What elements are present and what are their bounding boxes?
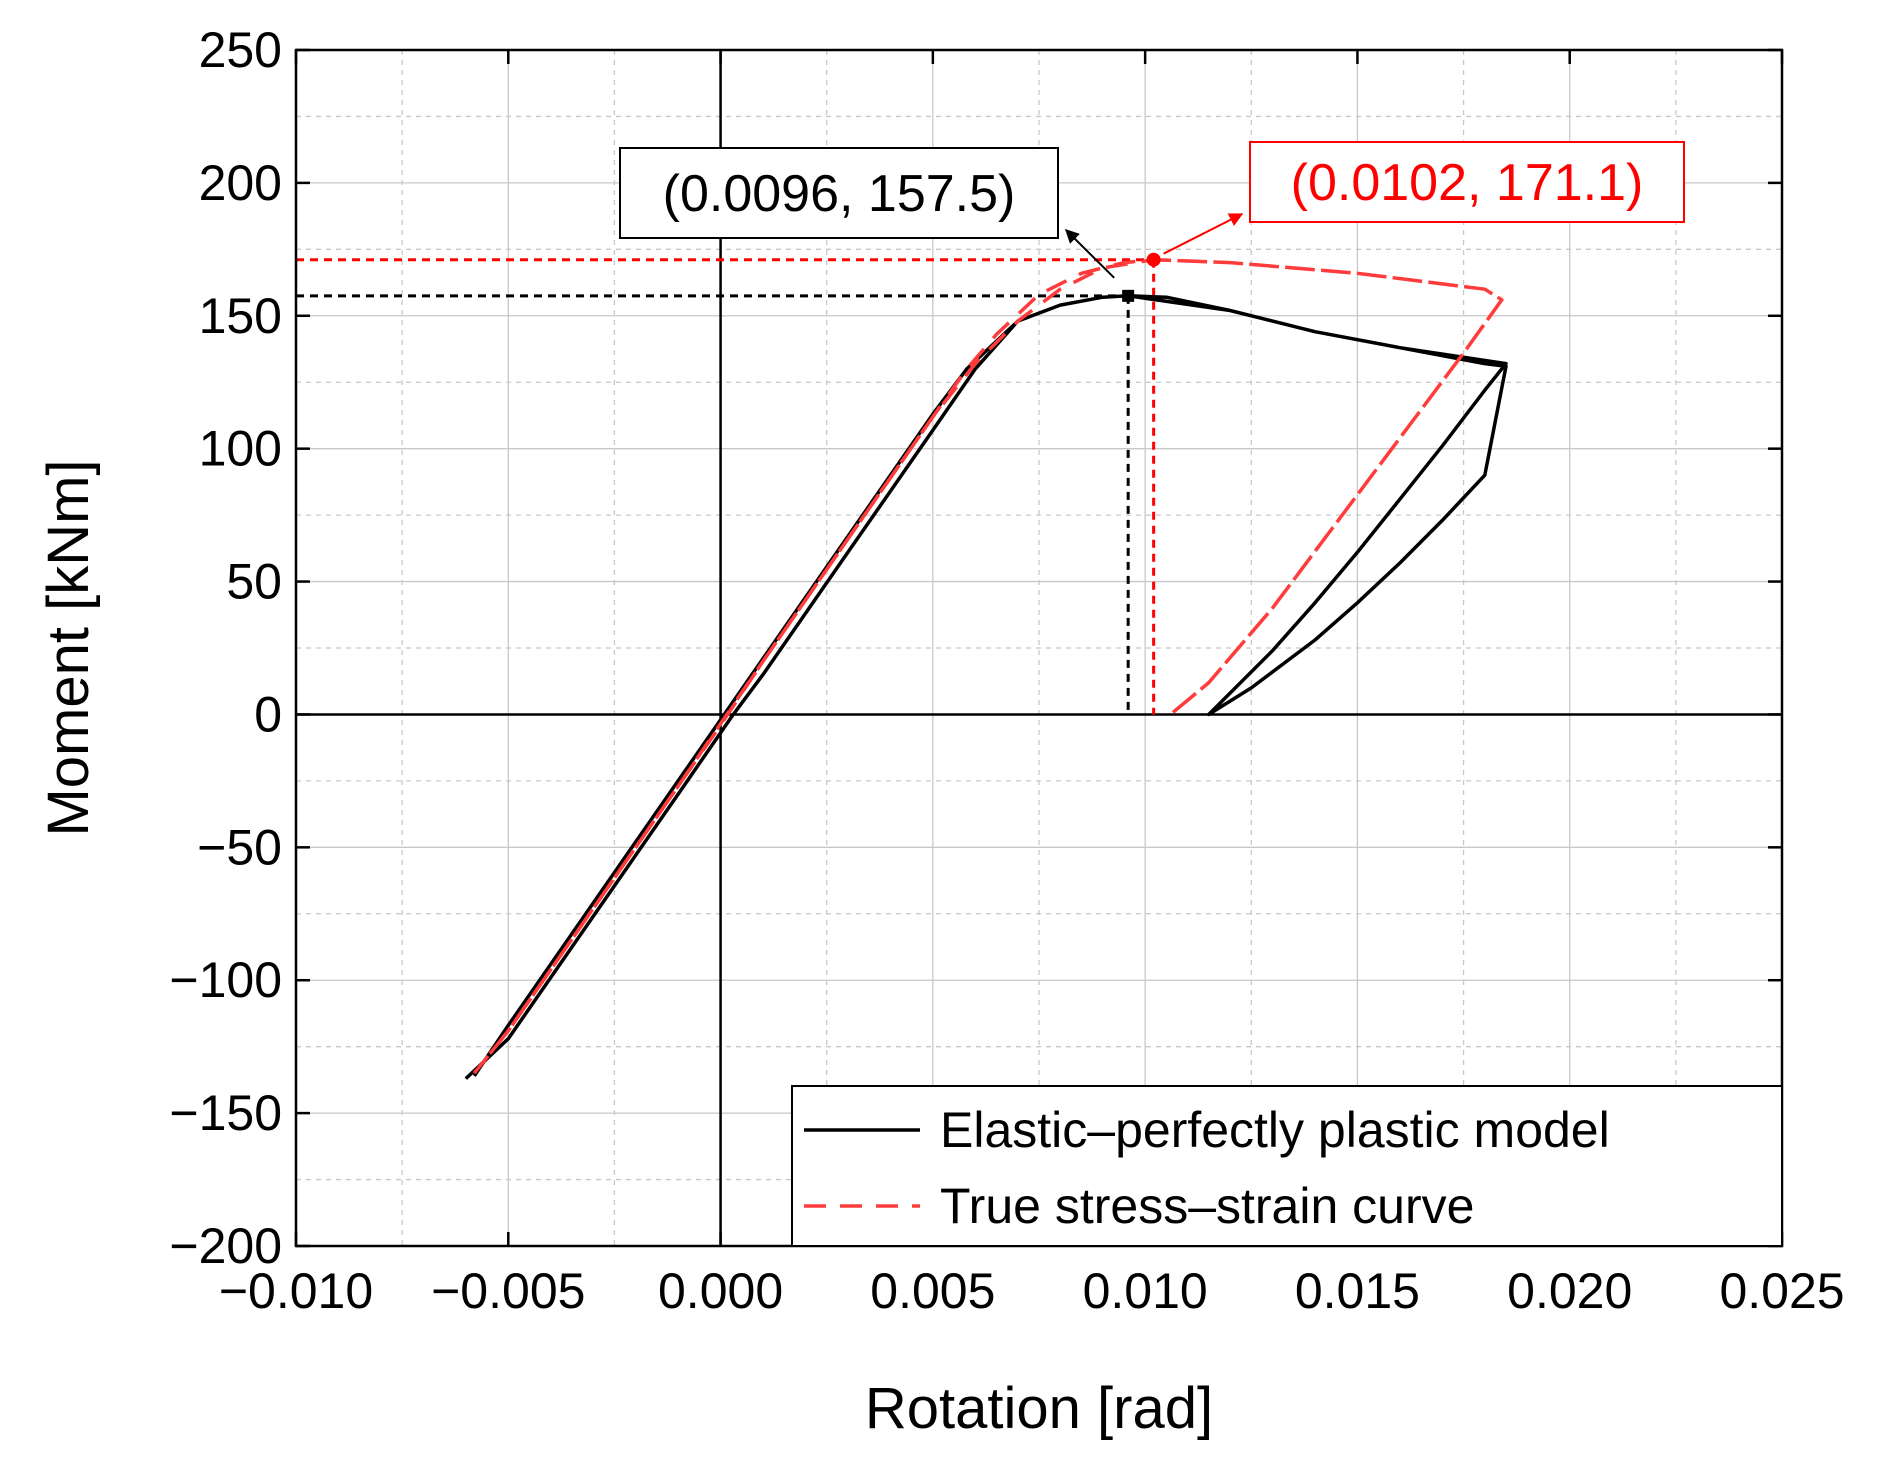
zero-axis-lines (296, 50, 1782, 1246)
x-tick-label: −0.010 (219, 1263, 373, 1319)
peak-marker-square (1122, 289, 1135, 302)
series-line-1 (472, 257, 1504, 1075)
reference-lines (296, 258, 1156, 715)
x-tick-label: 0.025 (1719, 1263, 1844, 1319)
y-tick-label: −50 (197, 819, 282, 875)
annotation-arrow-red (1163, 213, 1244, 255)
annotation-label-red: (0.0102, 171.1) (1291, 154, 1644, 212)
tick-labels: −0.010 −0.005 0.000 0.005 0.010 0.015 0.020 0.0… (169, 22, 1844, 1319)
annotation-label-black: (0.0096, 157.5) (663, 165, 1016, 223)
legend-box (791, 1085, 1783, 1247)
x-tick-label: 0.020 (1507, 1263, 1632, 1319)
legend-label-true-stress-strain: True stress–strain curve (940, 1178, 1474, 1234)
legend-label-elastic-plastic: Elastic–perfectly plastic model (940, 1102, 1610, 1158)
x-tick-label: 0.005 (870, 1263, 995, 1319)
annotation-layer: (0.0096, 157.5) (0.0102, 171.1) (619, 141, 1685, 279)
x-tick-label: 0.015 (1295, 1263, 1420, 1319)
x-axis-title: Rotation [rad] (865, 1376, 1213, 1441)
x-tick-label: 0.010 (1083, 1263, 1208, 1319)
y-tick-label: 200 (199, 155, 282, 211)
legend: Elastic–perfectly plastic model True str… (791, 1085, 1783, 1247)
annotation-arrow-black (1065, 229, 1115, 279)
y-tick-label: 150 (199, 288, 282, 344)
y-tick-label: 0 (254, 686, 282, 742)
series-layer (464, 257, 1508, 1080)
y-tick-label: −200 (169, 1218, 282, 1274)
y-tick-label: 100 (199, 421, 282, 477)
x-tick-label: 0.000 (658, 1263, 783, 1319)
y-tick-label: −150 (169, 1085, 282, 1141)
y-tick-label: 250 (199, 22, 282, 78)
x-tick-label: −0.005 (431, 1263, 585, 1319)
y-tick-label: 50 (226, 554, 282, 610)
y-axis-title: Moment [kNm] (36, 459, 101, 836)
y-tick-label: −100 (169, 952, 282, 1008)
peak-markers (1122, 252, 1161, 302)
annotation-box-red (1249, 141, 1685, 223)
annotation-box-black (619, 147, 1059, 239)
series-line-0 (464, 294, 1508, 1080)
peak-marker-circle (1146, 252, 1161, 267)
